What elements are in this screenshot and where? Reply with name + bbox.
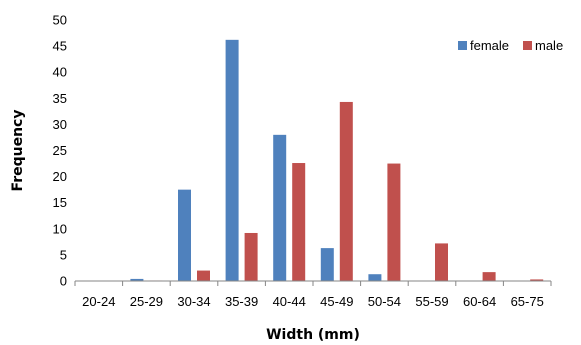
y-tick-label: 15 xyxy=(53,195,67,210)
x-tick-label: 20-24 xyxy=(82,294,115,309)
bar-male-40-44 xyxy=(292,163,306,281)
x-tick-label: 55-59 xyxy=(415,294,448,309)
bar-male-35-39 xyxy=(244,232,258,281)
legend-swatch-male xyxy=(523,41,532,50)
y-tick-label: 30 xyxy=(53,117,67,132)
x-tick-label: 60-64 xyxy=(463,294,496,309)
bar-female-45-49 xyxy=(320,248,334,281)
bar-female-30-34 xyxy=(178,189,191,281)
bar-male-50-54 xyxy=(387,163,401,281)
legend: female male xyxy=(458,38,563,53)
bar-female-50-54 xyxy=(368,274,382,281)
bar-male-55-59 xyxy=(435,243,448,281)
bar-female-40-44 xyxy=(273,134,287,281)
y-tick-label: 0 xyxy=(60,274,67,289)
y-tick-label: 40 xyxy=(53,65,67,80)
bar-male-60-64 xyxy=(482,272,496,281)
y-tick-label: 5 xyxy=(60,247,67,262)
x-tick-label: 25-29 xyxy=(130,294,163,309)
bar-female-25-29 xyxy=(130,278,144,281)
bar-male-65-75 xyxy=(530,279,544,281)
y-axis-title: Frequency xyxy=(10,110,26,192)
bar-female-35-39 xyxy=(225,39,239,281)
x-tick-label: 50-54 xyxy=(368,294,401,309)
x-tick-label: 65-75 xyxy=(511,294,544,309)
legend-label-female: female xyxy=(470,38,509,53)
y-tick-label: 35 xyxy=(53,91,67,106)
y-tick-label: 50 xyxy=(53,13,67,28)
y-axis-ticks: 0 5 10 15 20 25 30 35 40 45 50 xyxy=(53,13,67,289)
bar-male-45-49 xyxy=(339,101,353,281)
x-tick-label: 30-34 xyxy=(177,294,210,309)
y-tick-label: 10 xyxy=(53,221,67,236)
x-axis-title: Width (mm) xyxy=(266,327,360,343)
y-tick-label: 45 xyxy=(53,39,67,54)
x-tick-label: 35-39 xyxy=(225,294,258,309)
legend-label-male: male xyxy=(535,38,563,53)
y-tick-label: 25 xyxy=(53,143,67,158)
legend-swatch-female xyxy=(458,41,467,50)
x-tick-label: 45-49 xyxy=(320,294,353,309)
bar-male-30-34 xyxy=(197,270,210,281)
x-tick-label: 40-44 xyxy=(273,294,306,309)
y-tick-label: 20 xyxy=(53,169,67,184)
x-axis-ticks: 20-24 25-29 30-34 35-39 40-44 45-49 50-54 55-59… xyxy=(74,281,552,309)
bars xyxy=(130,39,544,281)
